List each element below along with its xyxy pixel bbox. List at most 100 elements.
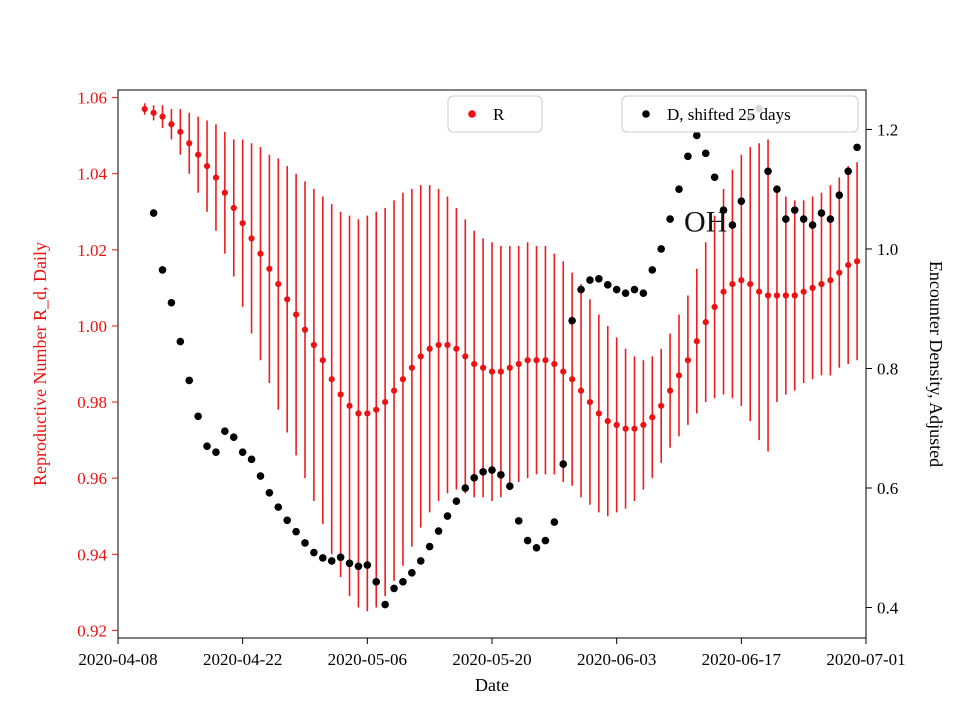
d-point	[506, 482, 514, 491]
x-tick-label: 2020-05-06	[328, 650, 407, 669]
r-point	[747, 280, 754, 288]
d-point	[434, 527, 443, 535]
d-point	[577, 285, 585, 294]
r-point	[266, 265, 273, 272]
d-point	[835, 191, 844, 199]
r-point	[702, 319, 709, 326]
r-point	[684, 357, 692, 364]
r-point	[595, 410, 602, 417]
r-point	[328, 376, 335, 383]
d-point	[684, 152, 692, 161]
d-point	[719, 206, 728, 214]
r-point	[515, 360, 522, 368]
d-point	[167, 298, 176, 307]
d-point	[603, 281, 612, 289]
d-point	[559, 460, 568, 468]
d-point	[381, 600, 389, 609]
d-point	[229, 433, 238, 442]
r-point	[426, 345, 433, 352]
d-point	[461, 484, 470, 492]
legend-d-marker	[642, 110, 650, 118]
r-point	[417, 353, 424, 360]
d-point	[416, 557, 425, 565]
d-point	[265, 488, 274, 497]
d-point	[710, 173, 719, 182]
d-point	[844, 167, 852, 176]
d-point	[764, 167, 772, 176]
d-point	[737, 197, 746, 205]
legend-d: D, shifted 25 days	[621, 95, 859, 133]
d-point	[532, 543, 541, 552]
r-point	[364, 410, 371, 417]
r-point	[488, 368, 496, 375]
r-point	[310, 341, 318, 349]
r-point	[141, 105, 148, 113]
d-point	[773, 185, 781, 194]
r-point	[524, 357, 531, 364]
r-point	[257, 250, 264, 257]
d-point	[319, 554, 327, 562]
d-point	[621, 289, 630, 297]
d-point	[470, 474, 478, 482]
d-point	[327, 557, 336, 565]
r-series	[141, 105, 861, 432]
r-point	[203, 163, 211, 170]
d-point	[666, 215, 674, 223]
d-point	[345, 559, 354, 568]
r-point	[212, 174, 220, 181]
d-point	[782, 215, 790, 223]
r-point	[577, 387, 585, 394]
y-right-tick-label: 1.0	[877, 240, 898, 259]
r-point	[390, 387, 398, 394]
d-point	[238, 448, 247, 456]
y-right-axis-label: Encounter Density, Adjusted	[926, 261, 946, 467]
d-point	[390, 584, 398, 593]
r-point	[453, 345, 460, 352]
y-left-tick-label: 0.98	[77, 393, 107, 412]
r-point	[756, 288, 763, 295]
r-point	[853, 258, 861, 265]
d-point	[399, 578, 407, 586]
r-point	[586, 398, 594, 406]
r-point	[337, 391, 344, 398]
d-point	[853, 143, 861, 152]
d-point	[149, 209, 158, 217]
d-point	[550, 518, 559, 526]
d-point	[693, 131, 701, 140]
y-left-axis-label: Reproductive Number R_d, Daily	[30, 242, 50, 486]
legend-layer: R D, shifted 25 days	[447, 95, 859, 133]
r-point	[346, 402, 353, 409]
d-point	[256, 472, 265, 480]
r-point	[738, 277, 745, 284]
r-point	[177, 128, 184, 135]
r-point	[471, 360, 478, 368]
x-tick-label: 2020-06-17	[702, 650, 782, 669]
r-point	[764, 292, 772, 299]
r-point	[542, 357, 549, 364]
x-tick-label: 2020-07-01	[826, 650, 905, 669]
d-point	[194, 412, 202, 421]
r-point	[373, 406, 380, 413]
legend-r-frame	[447, 95, 543, 133]
r-point	[462, 353, 469, 360]
r-point	[658, 402, 665, 409]
legend-r: R	[447, 95, 543, 133]
d-point	[372, 578, 381, 586]
r-point	[239, 220, 246, 227]
d-point	[568, 316, 576, 325]
d-point	[479, 468, 487, 476]
x-tick-label: 2020-04-08	[78, 650, 157, 669]
tick-layer: 2020-04-08 2020-04-22 2020-05-06 2020-05-20…	[77, 89, 905, 669]
r-point	[159, 113, 166, 120]
r-point	[221, 189, 228, 196]
legend-d-frame	[621, 95, 859, 133]
plot-area: OH	[141, 103, 861, 612]
x-tick-label: 2020-04-22	[203, 650, 282, 669]
r-point	[720, 288, 727, 295]
legend-d-label: D, shifted 25 days	[667, 105, 791, 124]
r-point	[845, 261, 852, 269]
d-point	[497, 471, 505, 479]
y-left-tick-label: 1.02	[77, 241, 107, 260]
r-point	[399, 376, 407, 383]
y-left-tick-label: 1.06	[77, 89, 107, 108]
